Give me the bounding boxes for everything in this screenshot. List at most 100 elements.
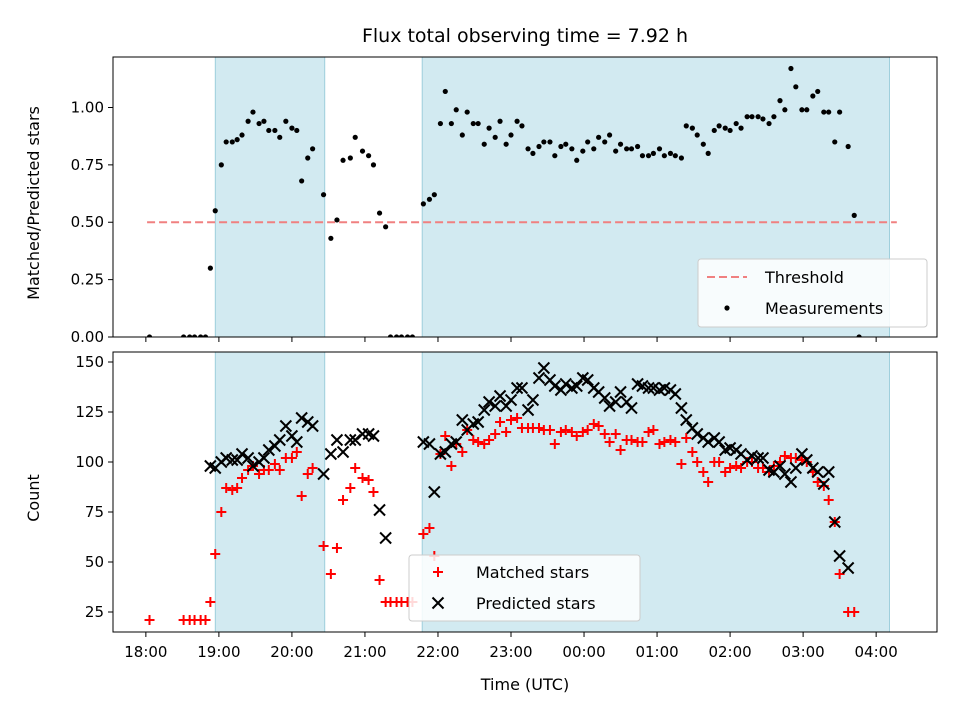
measurement-point <box>727 127 733 134</box>
y-tick-label: 0.50 <box>71 213 104 231</box>
measurement-point <box>492 134 498 140</box>
measurement-point <box>475 120 481 127</box>
predicted-star-point <box>833 549 846 563</box>
measurement-point <box>261 118 267 124</box>
matched-star-point <box>544 425 555 435</box>
measurement-point <box>223 139 229 145</box>
matched-star-point <box>555 427 566 437</box>
matched-star-point <box>350 463 361 473</box>
predicted-star-point <box>526 393 540 407</box>
predicted-star-point <box>317 467 330 481</box>
matched-star-point <box>665 435 676 445</box>
measurement-point <box>383 224 389 230</box>
predicted-star-point <box>828 515 841 529</box>
measurement-point <box>207 265 213 271</box>
measurement-point <box>804 107 810 113</box>
measurement-point <box>320 192 327 198</box>
measurement-point <box>277 134 283 140</box>
predicted-star-point <box>537 361 551 375</box>
matched-star-point <box>338 495 349 505</box>
measurement-point <box>580 148 586 154</box>
y-tick-label: 0.25 <box>71 271 104 289</box>
predicted-star-point <box>439 445 452 459</box>
measurement-point <box>340 157 346 163</box>
x-tick-label: 23:00 <box>489 643 532 661</box>
predicted-star-point <box>515 381 529 395</box>
x-tick-label: 02:00 <box>708 643 751 661</box>
y-axis-label: Matched/Predicted stars <box>24 106 43 300</box>
measurement-point <box>851 212 857 218</box>
matched-star-point <box>626 435 637 445</box>
legend-measurements-swatch <box>724 305 730 311</box>
matched-star-point <box>307 463 318 473</box>
legend-measurements-label: Measurements <box>765 299 883 318</box>
measurement-point <box>365 153 372 159</box>
matched-star-point <box>144 615 155 625</box>
x-tick-label: 03:00 <box>781 643 824 661</box>
matched-star-point <box>703 477 714 487</box>
measurement-point <box>283 118 289 124</box>
measurement-point <box>437 120 444 127</box>
measurement-point <box>678 155 685 161</box>
measurement-point <box>624 146 630 152</box>
observing-interval-band <box>214 352 326 632</box>
predicted-star-point <box>570 379 583 393</box>
measurement-point <box>563 141 569 147</box>
measurement-point <box>683 123 689 129</box>
matched-star-point <box>368 487 379 497</box>
measurement-point <box>218 162 224 168</box>
predicted-star-point <box>428 485 441 499</box>
matched-star-point <box>418 529 429 539</box>
matched-star-point <box>659 437 670 447</box>
predicted-star-point <box>669 387 682 401</box>
matched-star-point <box>232 483 243 493</box>
matched-star-point <box>237 473 248 483</box>
matched-star-point <box>692 457 703 467</box>
matched-star-point <box>484 435 495 445</box>
predicted-star-point <box>559 377 572 391</box>
predicted-star-point <box>504 393 518 407</box>
measurement-point <box>689 125 695 131</box>
measurement-point <box>202 334 209 337</box>
predicted-star-point <box>456 413 469 427</box>
measurement-point <box>716 123 722 129</box>
matched-star-point <box>571 431 582 441</box>
predicted-star-point <box>603 399 616 413</box>
matched-star-point <box>363 475 374 485</box>
predicted-star-point <box>751 451 765 465</box>
measurement-point <box>245 118 251 124</box>
matched-star-point <box>604 437 615 447</box>
measurement-point <box>749 114 755 120</box>
matched-star-point <box>216 507 227 517</box>
matched-star-point <box>796 455 807 465</box>
measurement-point <box>815 88 821 95</box>
measurement-point <box>310 146 316 152</box>
measurement-point <box>420 201 426 207</box>
predicted-star-point <box>279 419 293 433</box>
measurement-point <box>832 139 838 145</box>
measurement-point <box>541 139 547 145</box>
measurement-point <box>359 148 366 154</box>
matched-star-point <box>286 453 297 463</box>
x-tick-label: 21:00 <box>343 643 386 661</box>
predicted-star-point <box>521 403 535 417</box>
measurement-point <box>700 141 706 147</box>
measurement-point <box>771 114 777 120</box>
measurement-point <box>552 153 558 159</box>
matched-star-point <box>357 473 368 483</box>
measurement-point <box>272 127 278 134</box>
matched-star-point <box>512 413 523 423</box>
measurement-point <box>788 65 794 72</box>
measurement-point <box>289 125 295 131</box>
measurement-point <box>470 120 476 127</box>
predicted-star-point <box>675 401 688 415</box>
matched-star-point <box>446 461 457 471</box>
measurement-point <box>530 150 536 156</box>
predicted-star-point <box>642 381 655 395</box>
matched-star-point <box>495 417 506 427</box>
predicted-star-point <box>379 531 392 545</box>
measurement-point <box>180 334 187 337</box>
matched-star-point <box>325 569 336 579</box>
measurement-point <box>821 109 827 115</box>
predicted-star-point <box>822 465 835 479</box>
